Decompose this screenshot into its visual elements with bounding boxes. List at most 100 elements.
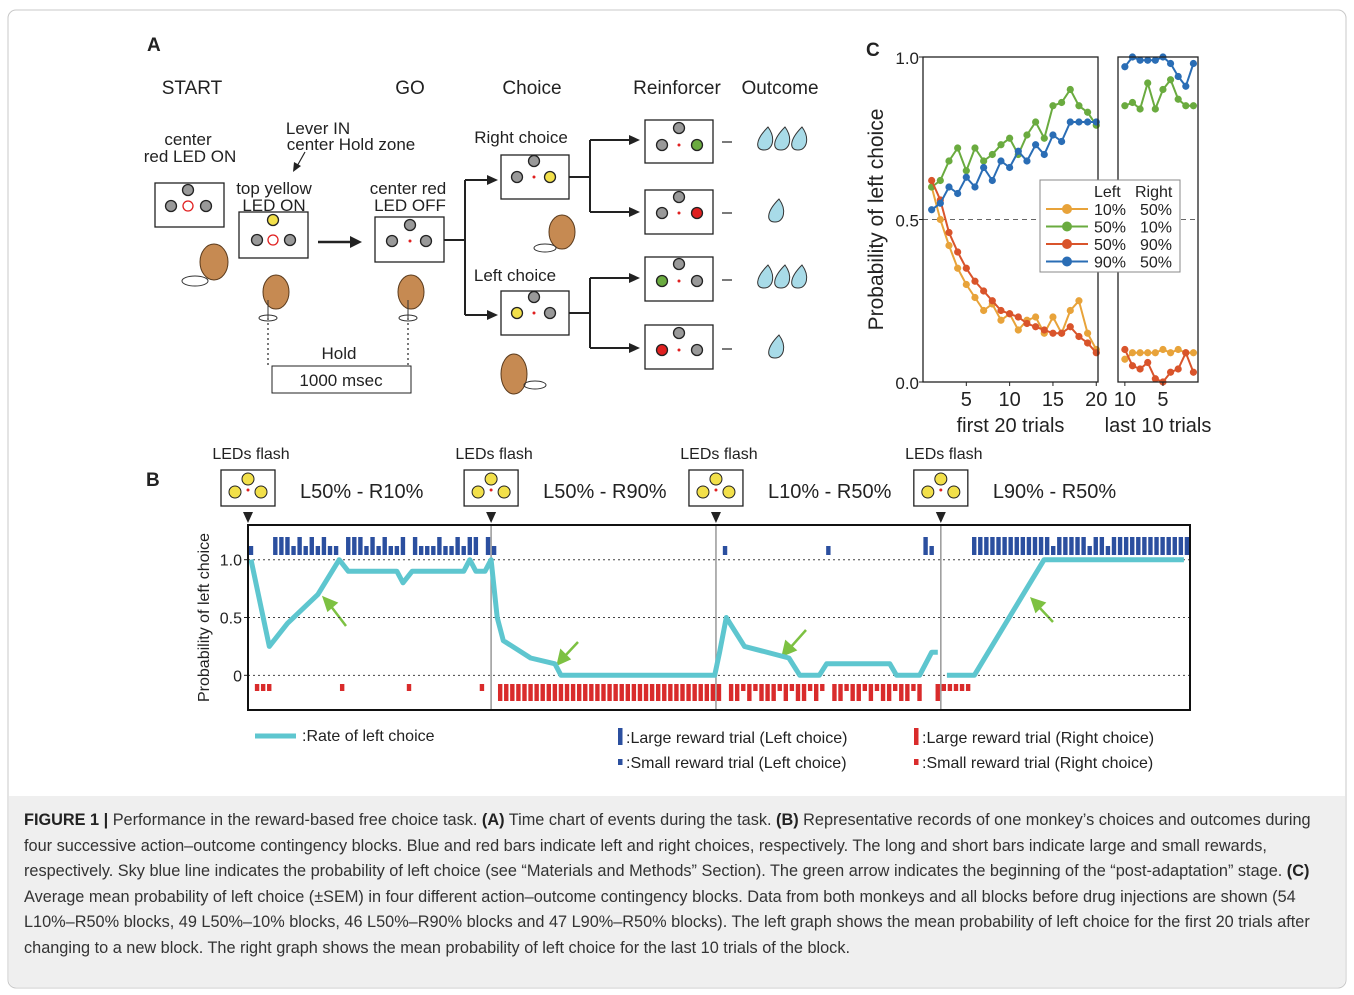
trial-bar bbox=[783, 684, 789, 701]
mean-point bbox=[1151, 56, 1159, 64]
mean-point bbox=[1084, 118, 1092, 126]
led bbox=[921, 485, 935, 499]
mean-point bbox=[962, 280, 970, 289]
diagram-lines bbox=[267, 139, 732, 366]
caption-text: Average mean probability of left choice … bbox=[24, 887, 1310, 957]
legend-label: :Small reward trial (Right choice) bbox=[922, 755, 1153, 772]
note: red LED ON bbox=[144, 147, 237, 166]
mean-point bbox=[936, 199, 944, 207]
trial-bar bbox=[273, 537, 278, 555]
mean-point bbox=[1049, 313, 1057, 321]
trial-bar bbox=[1142, 537, 1147, 555]
trial-bar bbox=[643, 684, 649, 701]
mean-point bbox=[1174, 365, 1182, 373]
trial-bar bbox=[297, 537, 302, 555]
trial-bar bbox=[516, 684, 521, 701]
trial-bar bbox=[704, 684, 710, 701]
drop bbox=[791, 126, 808, 151]
trial-bar bbox=[668, 684, 673, 701]
trial-bar bbox=[589, 684, 594, 701]
trial-bar bbox=[826, 546, 831, 555]
mean-point bbox=[997, 157, 1005, 165]
led bbox=[709, 472, 723, 486]
trial-bar bbox=[1099, 537, 1105, 555]
led bbox=[254, 485, 268, 499]
stage: Choice bbox=[502, 78, 561, 99]
mean-point bbox=[1182, 349, 1190, 357]
y-axis-title: Probability of left choice bbox=[865, 109, 888, 331]
trial-bar bbox=[698, 684, 703, 701]
trial-bar bbox=[479, 684, 485, 691]
trial-bar bbox=[418, 546, 424, 555]
mean-point bbox=[936, 215, 944, 224]
trial-bar bbox=[279, 537, 284, 555]
note: center red bbox=[370, 179, 447, 198]
trial-bar bbox=[455, 537, 460, 555]
trial-bar bbox=[1026, 537, 1032, 555]
mean-point bbox=[1023, 157, 1031, 165]
mean-point bbox=[954, 264, 962, 272]
mean-point bbox=[980, 287, 988, 295]
trial-bar bbox=[1057, 537, 1062, 555]
hold-box bbox=[271, 365, 412, 394]
drop bbox=[757, 264, 774, 289]
led bbox=[934, 472, 948, 486]
mean-point bbox=[980, 163, 988, 172]
trial-bar bbox=[1032, 537, 1038, 555]
mean-point bbox=[1144, 56, 1152, 64]
trial-bar bbox=[1081, 537, 1086, 555]
trial-bar bbox=[728, 684, 734, 701]
mean-point bbox=[1174, 72, 1182, 81]
trial-bar bbox=[601, 684, 606, 701]
note: Right choice bbox=[474, 128, 568, 147]
trial-bar bbox=[905, 684, 910, 701]
mean-point bbox=[1128, 349, 1137, 357]
trial-bar bbox=[893, 684, 898, 691]
block-label: L50% - R90% bbox=[543, 481, 667, 503]
trial-bar bbox=[1063, 537, 1068, 555]
mean-point bbox=[1084, 339, 1092, 347]
mean-point bbox=[1066, 118, 1074, 126]
mean-point bbox=[1040, 150, 1048, 159]
mean-point bbox=[1182, 82, 1190, 90]
mean-point bbox=[1075, 118, 1083, 126]
mean-point bbox=[988, 176, 996, 185]
trial-bar bbox=[868, 684, 874, 701]
trial-bar bbox=[254, 684, 260, 691]
legend-swatch bbox=[914, 728, 919, 745]
mean-point bbox=[1182, 102, 1190, 110]
legend-header: Right bbox=[1135, 184, 1173, 201]
led-center bbox=[714, 488, 718, 492]
panel-label: A bbox=[147, 35, 161, 56]
mean-point bbox=[954, 189, 962, 198]
mean-point bbox=[1136, 56, 1144, 64]
led bbox=[471, 485, 485, 499]
trial-bar bbox=[303, 546, 308, 555]
mean-point bbox=[936, 176, 944, 185]
legend-label: :Large reward trial (Right choice) bbox=[922, 730, 1154, 747]
mean-point bbox=[997, 306, 1005, 315]
trial-bar bbox=[947, 684, 953, 691]
trial-bar bbox=[1051, 546, 1056, 555]
mean-point bbox=[1049, 131, 1057, 139]
legend-label: 10% bbox=[1094, 202, 1126, 219]
stage: START bbox=[162, 78, 223, 99]
trial-bar bbox=[935, 684, 940, 701]
mean-point bbox=[1014, 326, 1022, 334]
mean-point bbox=[1128, 98, 1137, 107]
stage: Reinforcer bbox=[633, 78, 721, 99]
mean-point bbox=[1040, 326, 1048, 334]
stage: GO bbox=[395, 78, 425, 99]
y-tick-label: 0 bbox=[233, 668, 242, 685]
trial-bar bbox=[1166, 537, 1171, 555]
mean-point bbox=[962, 264, 970, 272]
mean-point bbox=[1121, 355, 1129, 363]
trial-bar bbox=[491, 546, 497, 555]
trial-bar bbox=[291, 546, 296, 555]
note: 1000 msec bbox=[299, 371, 383, 390]
trial-bar bbox=[692, 684, 697, 701]
legend-label: 50% bbox=[1094, 237, 1126, 254]
trial-bar bbox=[1123, 537, 1129, 555]
trial-bar bbox=[686, 684, 691, 701]
trial-bar bbox=[917, 684, 922, 701]
